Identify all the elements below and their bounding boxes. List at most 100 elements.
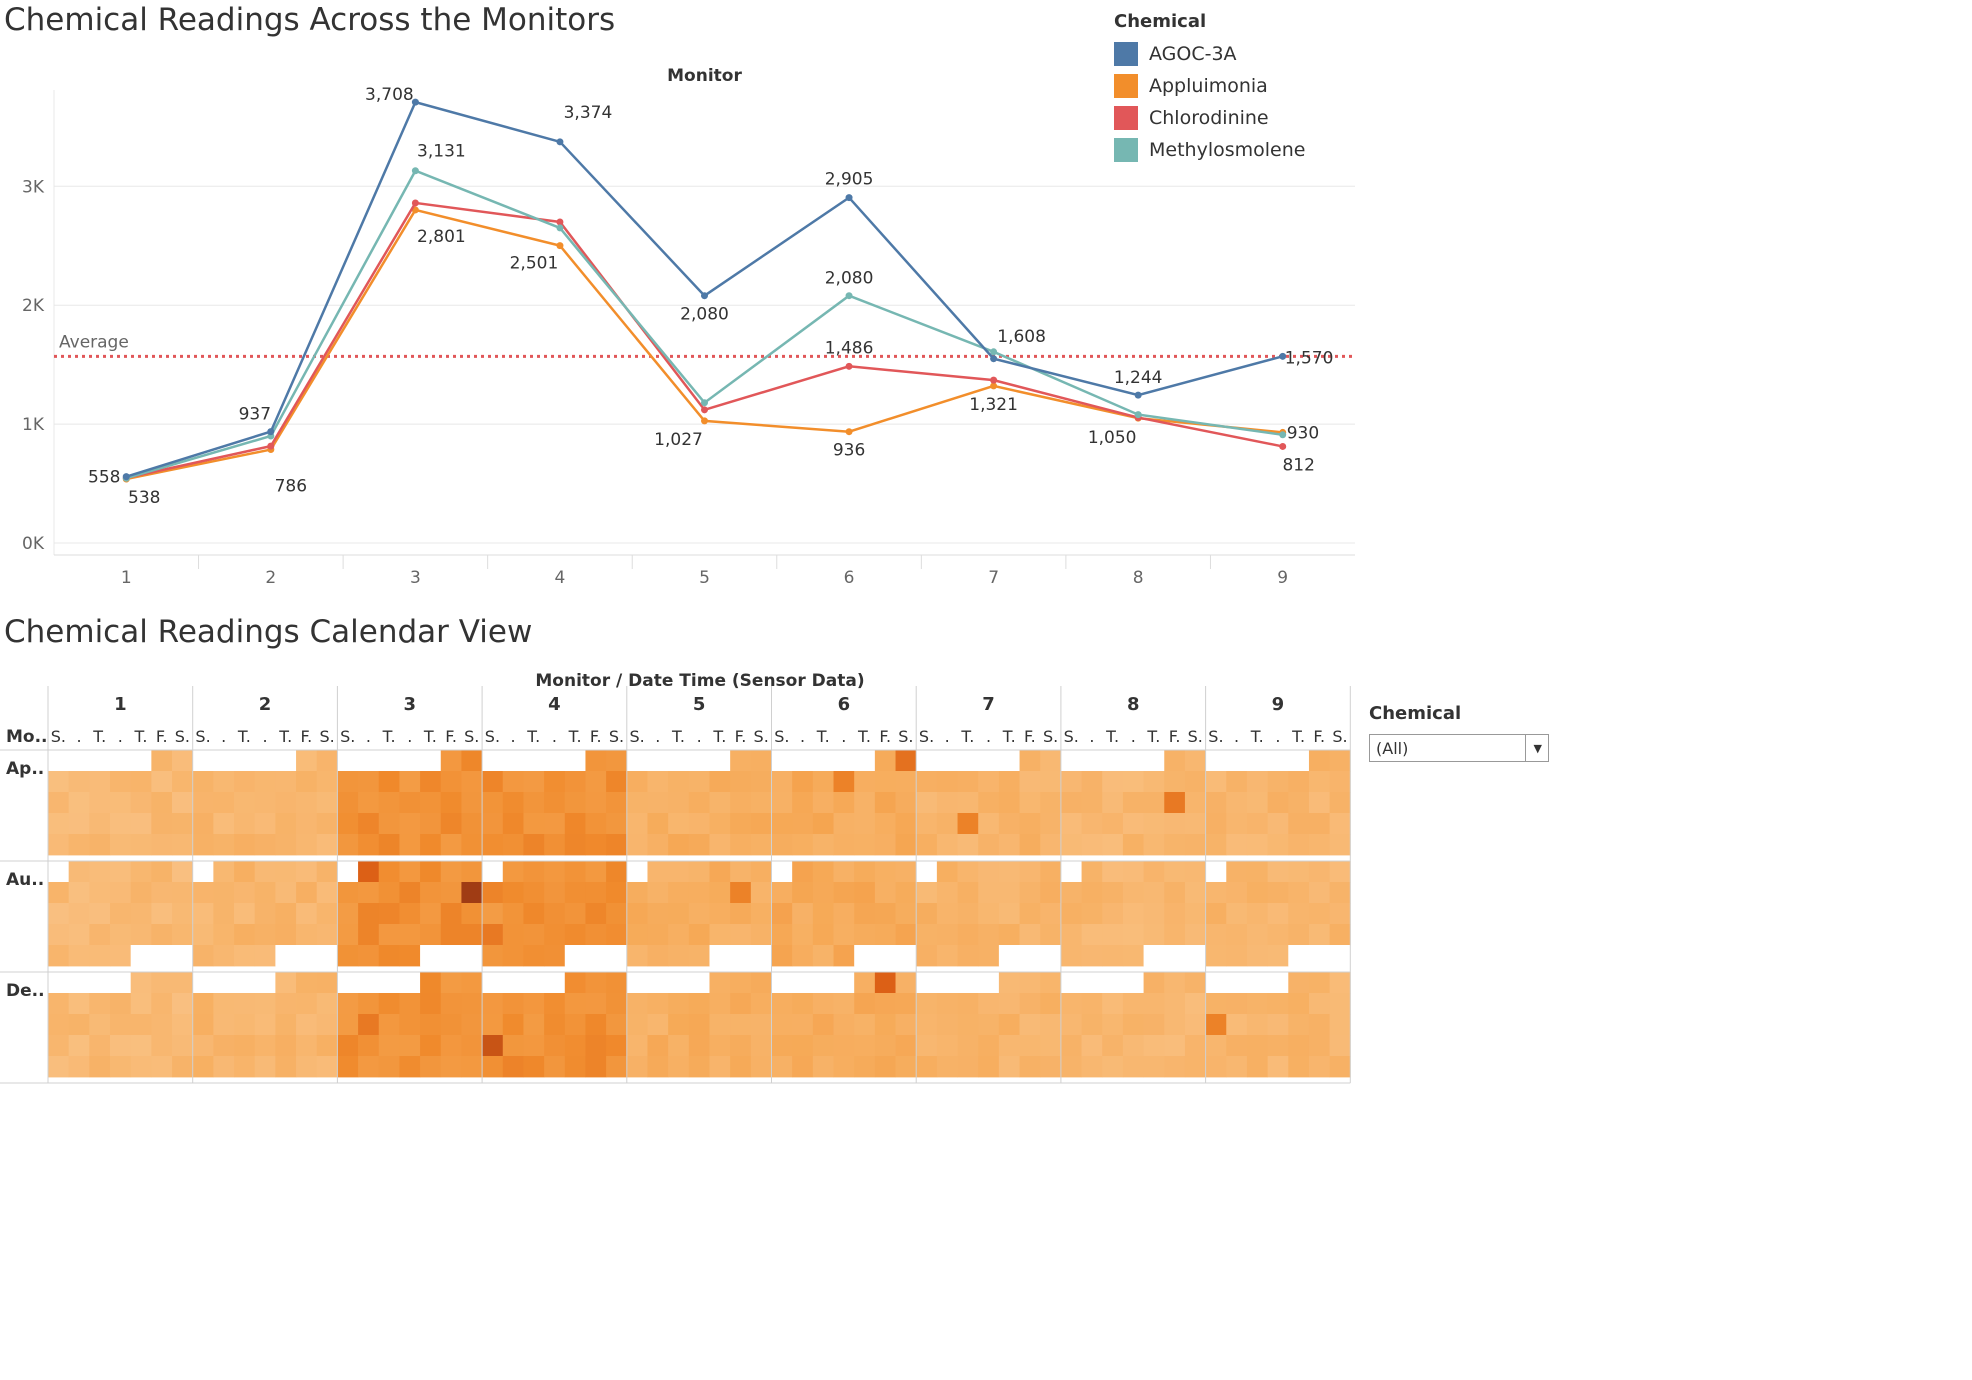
heatmap-cell: [606, 882, 628, 904]
heatmap-cell: [647, 924, 669, 946]
legend-item-agoc-3a[interactable]: AGOC-3A: [1114, 38, 1305, 70]
heatmap-cell: [461, 834, 483, 856]
heatmap-cell: [978, 1056, 1000, 1078]
heatmap-cell: [1267, 924, 1289, 946]
data-point: [1279, 442, 1287, 450]
heatmap-cell: [254, 834, 276, 856]
heatmap-cell: [89, 834, 111, 856]
heatmap-cell: [709, 945, 731, 967]
heatmap-cell: [213, 771, 235, 793]
heatmap-cell: [771, 924, 793, 946]
heatmap-cell: [1102, 882, 1124, 904]
heatmap-cell: [957, 1035, 979, 1057]
data-point: [556, 138, 564, 146]
weekday-label: F.: [1169, 727, 1181, 746]
legend-item-chlorodinine[interactable]: Chlorodinine: [1114, 102, 1305, 134]
heatmap-cell: [1329, 771, 1351, 793]
heatmap-cell: [606, 972, 628, 994]
heatmap-cell: [399, 771, 421, 793]
heatmap-cell: [1122, 1014, 1144, 1036]
heatmap-cell: [1205, 1035, 1227, 1057]
weekday-label: T.: [816, 727, 830, 746]
heatmap-cell: [585, 903, 607, 925]
heatmap-cell: [936, 882, 958, 904]
heatmap-cell: [1019, 1014, 1041, 1036]
heatmap-cell: [110, 1035, 132, 1057]
heatmap-cell: [254, 771, 276, 793]
heatmap-cell: [957, 903, 979, 925]
weekday-label: T.: [857, 727, 871, 746]
heatmap-cell: [895, 945, 917, 967]
heatmap-cell: [812, 924, 834, 946]
heatmap-cell: [978, 813, 1000, 835]
heatmap-cell: [523, 750, 545, 772]
heatmap-cell: [936, 1056, 958, 1078]
heatmap-cell: [399, 993, 421, 1015]
heatmap-cell: [585, 882, 607, 904]
heatmap-cell: [502, 972, 524, 994]
chemical-filter-dropdown[interactable]: (All) ▼: [1369, 734, 1549, 762]
heatmap-cell: [792, 861, 814, 883]
heatmap-cell: [502, 750, 524, 772]
heatmap-cell: [1040, 924, 1062, 946]
heatmap-cell: [1143, 750, 1165, 772]
heatmap-cell: [68, 750, 90, 772]
data-point: [845, 194, 853, 202]
calendar-title: Chemical Readings Calendar View: [4, 614, 533, 650]
heatmap-cell: [1246, 993, 1269, 1015]
heatmap-cell: [1122, 993, 1144, 1015]
data-label: 1,050: [1088, 428, 1137, 448]
heatmap-cell: [68, 792, 90, 814]
heatmap-cell: [895, 834, 917, 856]
heatmap-cell: [89, 750, 111, 772]
heatmap-cell: [1060, 903, 1082, 925]
heatmap-cell: [1288, 924, 1310, 946]
heatmap-cell: [564, 1035, 586, 1057]
heatmap-cell: [936, 861, 958, 883]
heatmap-cell: [668, 1056, 690, 1078]
heatmap-cell: [420, 1056, 442, 1078]
legend-item-methylosmolene[interactable]: Methylosmolene: [1114, 134, 1305, 166]
chemical-filter: Chemical (All) ▼: [1369, 703, 1549, 762]
heatmap-cell: [1308, 1056, 1331, 1078]
monitor-label: 9: [1272, 694, 1285, 715]
weekday-label: F.: [301, 727, 313, 746]
heatmap-cell: [730, 861, 752, 883]
heatmap-cell: [316, 771, 338, 793]
data-point: [556, 224, 564, 232]
heatmap-cell: [647, 903, 669, 925]
heatmap-cell: [502, 834, 524, 856]
heatmap-cell: [461, 1014, 483, 1036]
heatmap-cell: [792, 1056, 814, 1078]
heatmap-cell: [275, 945, 297, 967]
heatmap-cell: [585, 861, 607, 883]
heatmap-cell: [916, 834, 938, 856]
heatmap-cell: [213, 792, 235, 814]
heatmap-cell: [564, 750, 586, 772]
heatmap-cell: [792, 1014, 814, 1036]
heatmap-cell: [337, 750, 359, 772]
heatmap-cell: [1308, 750, 1331, 772]
heatmap-cell: [130, 792, 152, 814]
weekday-label: T.: [1250, 727, 1264, 746]
heatmap-cell: [874, 834, 896, 856]
heatmap-cell: [1267, 882, 1289, 904]
heatmap-cell: [275, 750, 297, 772]
heatmap-cell: [688, 750, 710, 772]
heatmap-cell: [1040, 1056, 1062, 1078]
heatmap-cell: [833, 993, 855, 1015]
heatmap-cell: [151, 924, 173, 946]
heatmap-cell: [730, 750, 752, 772]
heatmap-cell: [482, 861, 504, 883]
heatmap-cell: [316, 792, 338, 814]
heatmap-cell: [1288, 972, 1310, 994]
weekday-label: T.: [1291, 727, 1305, 746]
heatmap-cell: [1267, 771, 1289, 793]
heatmap-cell: [1226, 813, 1248, 835]
heatmap-cell: [1308, 1014, 1331, 1036]
heatmap-cell: [936, 993, 958, 1015]
heatmap-cell: [1226, 1056, 1248, 1078]
heatmap-cell: [1267, 750, 1289, 772]
heatmap-cell: [833, 861, 855, 883]
legend-item-appluimonia[interactable]: Appluimonia: [1114, 70, 1305, 102]
